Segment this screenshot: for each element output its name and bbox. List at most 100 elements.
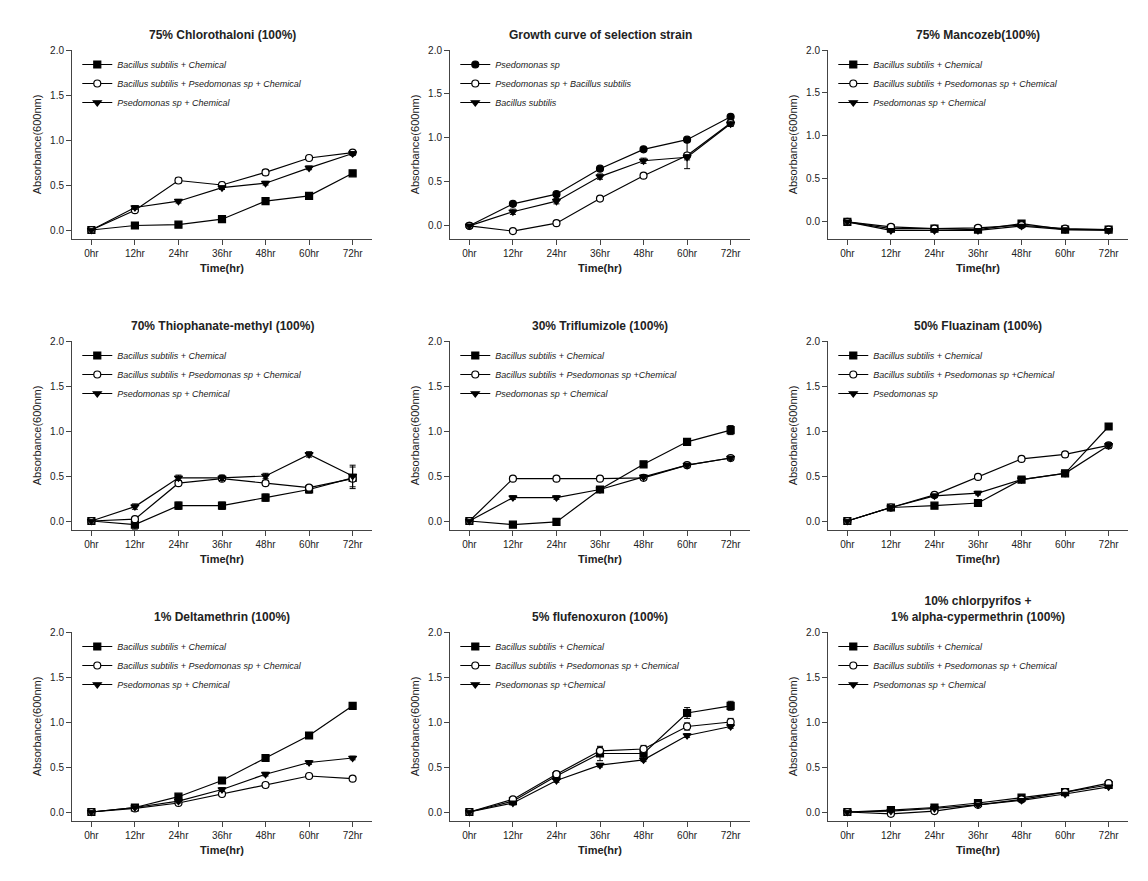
svg-text:Psedomonas sp: Psedomonas sp [873, 389, 938, 399]
svg-text:Psedomonas sp + Chemical: Psedomonas sp + Chemical [117, 98, 230, 108]
svg-text:60hr: 60hr [677, 248, 698, 259]
svg-text:0.0: 0.0 [50, 516, 64, 527]
svg-text:Bacillus subtilis + Chemical: Bacillus subtilis + Chemical [495, 351, 605, 361]
svg-text:0.5: 0.5 [806, 471, 820, 482]
svg-text:72hr: 72hr [721, 248, 742, 259]
svg-text:2.0: 2.0 [428, 336, 442, 347]
svg-text:Bacillus subtilis + Chemical: Bacillus subtilis + Chemical [117, 642, 227, 652]
svg-text:60hr: 60hr [1055, 539, 1076, 550]
svg-text:0.5: 0.5 [428, 176, 442, 187]
svg-text:0hr: 0hr [462, 830, 477, 841]
svg-text:Absorbance(600nm): Absorbance(600nm) [31, 95, 43, 195]
svg-text:Absorbance(600nm): Absorbance(600nm) [787, 386, 799, 486]
svg-text:2.0: 2.0 [806, 336, 820, 347]
svg-text:0.5: 0.5 [806, 173, 820, 184]
svg-text:0.0: 0.0 [50, 225, 64, 236]
svg-text:24hr: 24hr [546, 539, 567, 550]
svg-text:1.0: 1.0 [806, 717, 820, 728]
svg-text:48hr: 48hr [634, 539, 655, 550]
svg-text:Absorbance(600nm): Absorbance(600nm) [409, 95, 421, 195]
svg-text:36hr: 36hr [212, 539, 233, 550]
svg-text:Time(hr): Time(hr) [578, 262, 622, 274]
svg-text:0.0: 0.0 [50, 807, 64, 818]
svg-text:Time(hr): Time(hr) [956, 553, 1000, 565]
svg-text:1.5: 1.5 [428, 672, 442, 683]
svg-text:Bacillus subtilis + Chemical: Bacillus subtilis + Chemical [873, 60, 983, 70]
svg-text:0.0: 0.0 [428, 807, 442, 818]
svg-text:2.0: 2.0 [50, 336, 64, 347]
svg-text:1.5: 1.5 [806, 672, 820, 683]
svg-text:Absorbance(600nm): Absorbance(600nm) [31, 677, 43, 777]
svg-text:48hr: 48hr [1012, 248, 1033, 259]
svg-text:1.5: 1.5 [428, 381, 442, 392]
svg-text:0.0: 0.0 [428, 516, 442, 527]
svg-text:72hr: 72hr [721, 830, 742, 841]
svg-text:12hr: 12hr [881, 830, 902, 841]
svg-text:Bacillus subtilis + Psedomonas: Bacillus subtilis + Psedomonas sp + Chem… [873, 661, 1058, 671]
svg-text:60hr: 60hr [299, 830, 320, 841]
svg-text:48hr: 48hr [256, 830, 277, 841]
svg-text:Growth curve of selection stra: Growth curve of selection strain [509, 28, 692, 42]
svg-text:12hr: 12hr [125, 830, 146, 841]
svg-text:60hr: 60hr [677, 830, 698, 841]
svg-text:Psedomonas sp + Chemical: Psedomonas sp + Chemical [873, 98, 986, 108]
svg-text:10% chlorpyrifos +1% alpha-cyp: 10% chlorpyrifos +1% alpha-cypermethrin … [891, 594, 1065, 624]
svg-text:60hr: 60hr [299, 248, 320, 259]
svg-text:1.5: 1.5 [806, 381, 820, 392]
svg-text:Bacillus subtilis + Psedomonas: Bacillus subtilis + Psedomonas sp + Chem… [117, 79, 302, 89]
svg-text:5% flufenoxuron (100%): 5% flufenoxuron (100%) [532, 610, 668, 624]
svg-text:36hr: 36hr [590, 539, 611, 550]
svg-text:Bacillus subtilis + Chemical: Bacillus subtilis + Chemical [117, 60, 227, 70]
svg-text:12hr: 12hr [881, 539, 902, 550]
svg-text:72hr: 72hr [1099, 539, 1120, 550]
svg-text:0hr: 0hr [840, 248, 855, 259]
svg-text:Bacillus subtilis + Psedomonas: Bacillus subtilis + Psedomonas sp + Chem… [873, 79, 1058, 89]
svg-text:36hr: 36hr [212, 248, 233, 259]
svg-text:48hr: 48hr [1012, 830, 1033, 841]
svg-text:72hr: 72hr [343, 248, 364, 259]
svg-text:2.0: 2.0 [50, 627, 64, 638]
svg-text:Bacillus subtilis + Chemical: Bacillus subtilis + Chemical [873, 642, 983, 652]
svg-text:0.5: 0.5 [50, 762, 64, 773]
svg-text:12hr: 12hr [503, 830, 524, 841]
svg-text:30% Triflumizole (100%): 30% Triflumizole (100%) [532, 319, 668, 333]
svg-text:Absorbance(600nm): Absorbance(600nm) [787, 677, 799, 777]
svg-text:12hr: 12hr [125, 539, 146, 550]
svg-text:1.5: 1.5 [806, 87, 820, 98]
svg-text:0hr: 0hr [84, 830, 99, 841]
svg-text:24hr: 24hr [168, 539, 189, 550]
svg-text:1% Deltamethrin (100%): 1% Deltamethrin (100%) [154, 610, 290, 624]
svg-text:0hr: 0hr [84, 539, 99, 550]
svg-text:0.0: 0.0 [806, 516, 820, 527]
svg-text:Absorbance(600nm): Absorbance(600nm) [787, 95, 799, 195]
svg-text:24hr: 24hr [546, 830, 567, 841]
svg-text:2.0: 2.0 [806, 627, 820, 638]
svg-text:0hr: 0hr [840, 539, 855, 550]
svg-text:Bacillus subtilis + Psedomonas: Bacillus subtilis + Psedomonas sp + Chem… [117, 661, 302, 671]
svg-text:Time(hr): Time(hr) [578, 844, 622, 856]
svg-text:75% Chlorothaloni (100%): 75% Chlorothaloni (100%) [149, 28, 296, 42]
svg-text:1.0: 1.0 [806, 130, 820, 141]
svg-text:Psedomonas sp +Chemical: Psedomonas sp +Chemical [495, 680, 606, 690]
svg-text:Bacillus subtilis: Bacillus subtilis [495, 98, 557, 108]
svg-text:24hr: 24hr [168, 830, 189, 841]
svg-text:Psedomonas sp: Psedomonas sp [495, 60, 560, 70]
svg-text:24hr: 24hr [546, 248, 567, 259]
svg-text:1.0: 1.0 [806, 426, 820, 437]
svg-text:12hr: 12hr [881, 248, 902, 259]
svg-text:24hr: 24hr [168, 248, 189, 259]
svg-text:Time(hr): Time(hr) [200, 844, 244, 856]
svg-text:Psedomonas sp + Chemical: Psedomonas sp + Chemical [873, 680, 986, 690]
svg-text:12hr: 12hr [503, 248, 524, 259]
svg-text:60hr: 60hr [1055, 248, 1076, 259]
svg-text:0.5: 0.5 [428, 762, 442, 773]
svg-text:36hr: 36hr [968, 248, 989, 259]
svg-text:Bacillus subtilis + Psedomonas: Bacillus subtilis + Psedomonas sp +Chemi… [495, 370, 677, 380]
svg-text:1.0: 1.0 [50, 426, 64, 437]
svg-text:1.5: 1.5 [50, 90, 64, 101]
svg-text:Bacillus subtilis + Chemical: Bacillus subtilis + Chemical [117, 351, 227, 361]
svg-text:1.0: 1.0 [428, 426, 442, 437]
svg-text:2.0: 2.0 [428, 45, 442, 56]
svg-text:0.0: 0.0 [428, 220, 442, 231]
svg-text:75% Mancozeb(100%): 75% Mancozeb(100%) [916, 28, 1040, 42]
